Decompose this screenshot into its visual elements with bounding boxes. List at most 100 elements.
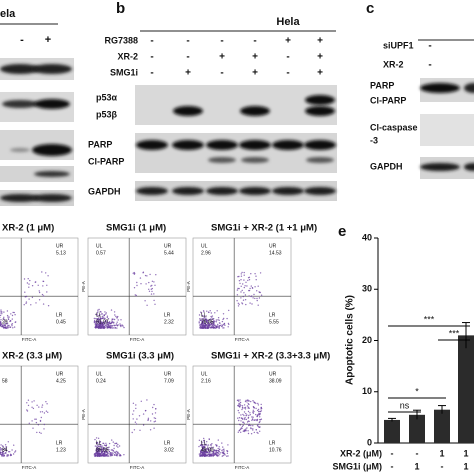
event-dot (43, 423, 45, 426)
event-dot (260, 410, 263, 412)
y-tick-label: 10 (362, 386, 372, 396)
event-dot (248, 407, 250, 409)
event-dot (94, 324, 97, 326)
event-dot (13, 311, 15, 314)
event-dot (222, 451, 225, 453)
event-dot (203, 317, 205, 319)
event-dot (243, 286, 245, 289)
event-dot (5, 327, 8, 329)
event-dot (142, 424, 145, 426)
event-dot (95, 326, 97, 328)
event-dot (103, 325, 106, 327)
event-dot (205, 454, 208, 457)
event-dot (238, 400, 240, 402)
event-dot (236, 300, 238, 302)
event-dot (252, 400, 254, 402)
event-dot (205, 315, 207, 317)
quadrant-label: UR (164, 243, 172, 249)
event-dot (144, 300, 146, 302)
event-dot (203, 455, 206, 457)
event-dot (95, 313, 97, 316)
event-dot (247, 406, 250, 408)
event-dot (212, 455, 214, 457)
event-dot (3, 448, 5, 451)
event-dot (252, 409, 254, 411)
event-dot (216, 454, 218, 456)
event-dot (151, 280, 154, 282)
event-dot (255, 413, 257, 416)
event-dot (6, 326, 9, 328)
panel-letter: b (116, 0, 125, 17)
event-dot (248, 295, 250, 297)
event-dot (210, 320, 213, 323)
event-dot (114, 442, 116, 445)
event-dot (115, 450, 118, 453)
event-dot (102, 318, 105, 320)
event-dot (217, 447, 219, 450)
event-dot (117, 319, 119, 321)
event-dot (202, 445, 204, 447)
error-bar (388, 417, 396, 422)
event-dot (114, 327, 116, 329)
event-dot (249, 412, 251, 414)
event-dot (41, 293, 44, 296)
axis-label: FITC-A (130, 337, 145, 342)
event-dot (227, 455, 229, 457)
event-dot (102, 322, 104, 325)
event-dot (155, 274, 157, 276)
cell-line: ela (0, 8, 16, 20)
event-dot (258, 297, 261, 299)
event-dot (110, 325, 112, 327)
band (272, 187, 304, 195)
event-dot (216, 310, 218, 312)
event-dot (211, 326, 213, 328)
event-dot (257, 410, 260, 413)
event-dot (244, 285, 246, 287)
blot-label: p53α (96, 92, 118, 102)
quadrant-label: UR (56, 371, 64, 377)
event-dot (251, 416, 253, 418)
event-dot (135, 423, 138, 425)
event-dot (205, 450, 207, 452)
quadrant-label: UR (269, 371, 277, 377)
event-dot (244, 294, 247, 296)
event-dot (246, 285, 248, 287)
event-dot (154, 417, 157, 420)
event-dot (250, 433, 253, 435)
event-dot (217, 323, 219, 326)
event-dot (206, 444, 208, 446)
treatment-label: XR-2 (383, 59, 404, 69)
treatment-sign: + (317, 36, 323, 47)
event-dot (238, 429, 241, 431)
condition-label: SMG1i (μM) (332, 461, 382, 471)
event-dot (111, 454, 114, 457)
event-dot (41, 404, 44, 406)
event-dot (132, 272, 134, 274)
quadrant-value: 1.23 (56, 447, 66, 453)
condition-value: 1 (414, 461, 419, 471)
quadrant-value: 0.57 (96, 250, 106, 256)
event-dot (105, 442, 107, 444)
event-dot (0, 319, 2, 321)
event-dot (246, 423, 248, 425)
event-dot (241, 425, 244, 428)
flow-title: SMG1i (3.3 μM) (106, 351, 174, 362)
quadrant-value: 5.44 (164, 250, 174, 256)
band (239, 187, 271, 195)
event-dot (250, 273, 252, 275)
event-dot (203, 316, 205, 318)
blot-label: Cl-caspase (370, 122, 418, 132)
event-dot (243, 271, 245, 274)
event-dot (93, 453, 96, 455)
significance-label: * (415, 386, 419, 396)
quadrant-label: LR (269, 440, 276, 446)
quadrant-value: 0.24 (96, 378, 106, 384)
event-dot (99, 445, 102, 447)
event-dot (257, 423, 259, 426)
quadrant-label: LL (201, 312, 207, 318)
event-dot (37, 284, 39, 286)
event-dot (134, 272, 136, 275)
treatment-label: siUPF1 (383, 40, 414, 50)
event-dot (240, 427, 243, 429)
event-dot (252, 429, 254, 431)
